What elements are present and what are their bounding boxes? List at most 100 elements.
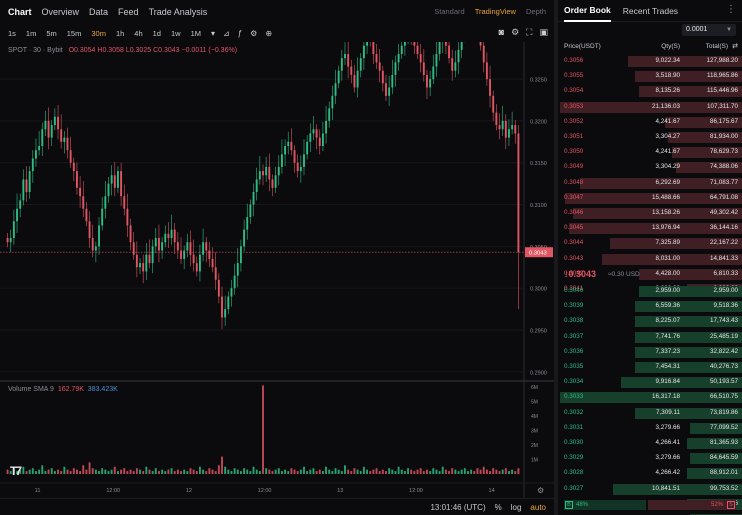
ask-row[interactable]: 0.3056 9,022.34 127,988.20	[558, 55, 742, 68]
volume-bar	[205, 471, 208, 474]
candle-body	[129, 225, 132, 243]
timeframe-30m[interactable]: 30m	[91, 28, 106, 38]
bid-row[interactable]: 0.3031 3,279.66 77,099.52	[558, 422, 742, 435]
ask-row[interactable]: 0.3049 3,304.29 74,388.06	[558, 161, 742, 174]
bid-row[interactable]: 0.3038 8,225.07 17,743.43	[558, 315, 742, 328]
view-mode-depth[interactable]: Depth	[525, 7, 546, 16]
row-price: 0.3032	[564, 408, 584, 416]
bid-row[interactable]: 0.3032 7,309.11 73,819.86	[558, 407, 742, 420]
tab-feed[interactable]: Feed	[118, 7, 139, 17]
volume-bar	[170, 468, 173, 474]
volume-bar	[381, 469, 384, 474]
ask-row[interactable]: 0.3053 21,136.03 107,311.70	[558, 101, 742, 114]
tab-chart[interactable]: Chart	[8, 7, 32, 17]
candle-body	[192, 254, 195, 264]
volume-bar	[299, 469, 302, 474]
ask-row[interactable]: 0.3050 4,241.67 78,629.73	[558, 146, 742, 159]
timeframe-1s[interactable]: 1s	[8, 28, 16, 38]
ask-row[interactable]: 0.3046 13,158.26 49,302.42	[558, 207, 742, 220]
candle-body	[284, 146, 287, 155]
volume-bar	[176, 469, 179, 474]
ask-row[interactable]: 0.3044 7,325.89 22,167.22	[558, 237, 742, 250]
tick-size-select[interactable]: 0.0001 ▼	[682, 24, 736, 36]
view-mode-standard[interactable]: Standard	[434, 7, 465, 16]
bid-row[interactable]: 0.3033 16,317.18 66,510.75	[558, 391, 742, 404]
indicators-icon[interactable]: ƒ	[237, 28, 243, 38]
ask-row[interactable]: 0.3054 8,135.26 115,446.96	[558, 85, 742, 98]
timeframe-15m[interactable]: 15m	[66, 28, 82, 38]
chart-settings-icon[interactable]: ⚙	[511, 27, 520, 37]
candle-body	[306, 141, 309, 155]
ask-row[interactable]: 0.3051 3,304.27 81,934.00	[558, 131, 742, 144]
row-total: 84,645.59	[709, 454, 738, 462]
ask-row[interactable]: 0.3042 4,428.00 6,810.33	[558, 268, 742, 281]
percent-scale-toggle[interactable]: %	[494, 502, 502, 512]
depth-bar	[635, 346, 742, 358]
row-price: 0.3030	[564, 439, 584, 446]
candlestick-chart[interactable]: 0.32500.32000.31500.31000.30500.30000.29…	[0, 42, 554, 498]
bid-row[interactable]: 0.3039 6,559.36 9,518.36	[558, 300, 742, 313]
swap-icon[interactable]: ⇄	[732, 43, 738, 50]
chart-type-icon[interactable]: ⊿	[223, 28, 230, 38]
fullscreen-icon[interactable]: ⛶	[526, 27, 533, 37]
timeframe-1d[interactable]: 1d	[152, 28, 161, 38]
add-icon[interactable]: ⊕	[265, 28, 273, 38]
volume-bar	[233, 468, 236, 474]
ask-row[interactable]: 0.3048 6,292.69 71,083.77	[558, 177, 742, 190]
candle-body	[274, 175, 277, 188]
auto-scale-toggle[interactable]: auto	[530, 502, 546, 512]
timeframe-1h[interactable]: 1h	[115, 28, 125, 38]
tab-data[interactable]: Data	[89, 7, 109, 17]
ask-row[interactable]: 0.3045 13,976.94 36,144.16	[558, 222, 742, 235]
timeframe-5m[interactable]: 5m	[46, 28, 57, 38]
volume-bar	[6, 469, 9, 474]
bid-row[interactable]: 0.3034 9,916.84 50,193.57	[558, 376, 742, 389]
legend-high: H0.3058	[97, 47, 124, 54]
bid-row[interactable]: 0.3037 7,741.76 25,485.19	[558, 331, 742, 344]
timeframe-1w[interactable]: 1w	[170, 28, 181, 38]
buy-badge: B	[565, 501, 573, 509]
panel-divider[interactable]	[554, 0, 558, 515]
row-price: 0.3037	[564, 332, 584, 340]
tab-order-book[interactable]: Order Book	[564, 0, 611, 22]
bid-row[interactable]: 0.3036 7,337.23 32,822.42	[558, 346, 742, 359]
candle-body	[135, 254, 138, 268]
volume-bar	[362, 466, 365, 474]
log-scale-toggle[interactable]: log	[510, 502, 522, 512]
settings-icon[interactable]: ⚙	[250, 28, 258, 38]
volume-tick-label: 6M	[531, 385, 538, 391]
bid-row[interactable]: 0.3035 7,454.31 40,276.73	[558, 361, 742, 374]
tab-overview[interactable]: Overview	[41, 7, 80, 17]
volume-bar	[173, 471, 176, 474]
bid-row[interactable]: 0.3040 2,959.00 2,959.00	[558, 285, 742, 298]
volume-bar	[482, 466, 485, 474]
tab-recent-trades[interactable]: Recent Trades	[622, 5, 679, 16]
volume-bar	[416, 469, 419, 474]
row-total: 6,810.33	[713, 269, 738, 277]
ask-row[interactable]: 0.3055 3,518.90 118,965.86	[558, 70, 742, 83]
ask-row[interactable]: 0.3047 15,488.66 64,791.08	[558, 192, 742, 205]
volume-bar	[236, 469, 239, 474]
volume-bar	[262, 385, 264, 474]
volume-bar	[72, 468, 75, 474]
timeframe-dropdown-icon[interactable]: ▾	[211, 28, 216, 38]
camera-icon[interactable]: ◙	[498, 27, 505, 37]
row-price: 0.3051	[564, 133, 584, 140]
timeframe-1M[interactable]: 1M	[190, 28, 201, 38]
tab-trade-analysis[interactable]: Trade Analysis	[148, 7, 208, 17]
candle-body	[164, 233, 167, 243]
view-mode-tradingview[interactable]: TradingView	[474, 7, 516, 16]
volume-bar	[243, 468, 246, 474]
ask-row[interactable]: 0.3043 8,031.00 14,841.33	[558, 253, 742, 266]
more-options-icon[interactable]: ⋮	[726, 4, 736, 15]
bid-row[interactable]: 0.3029 3,279.66 84,645.59	[558, 452, 742, 465]
timeframe-4h[interactable]: 4h	[134, 28, 143, 38]
row-qty: 8,135.26	[655, 87, 680, 95]
row-qty: 7,454.31	[655, 363, 680, 370]
timeframe-1m[interactable]: 1m	[25, 28, 37, 38]
bid-row[interactable]: 0.3027 10,841.51 99,753.52	[558, 483, 742, 496]
bid-row[interactable]: 0.3028 4,266.42 88,912.01	[558, 467, 742, 480]
ask-row[interactable]: 0.3052 4,241.67 86,175.67	[558, 116, 742, 129]
bid-row[interactable]: 0.3030 4,266.41 81,365.93	[558, 437, 742, 450]
layout-icon[interactable]: ▣	[539, 27, 548, 37]
